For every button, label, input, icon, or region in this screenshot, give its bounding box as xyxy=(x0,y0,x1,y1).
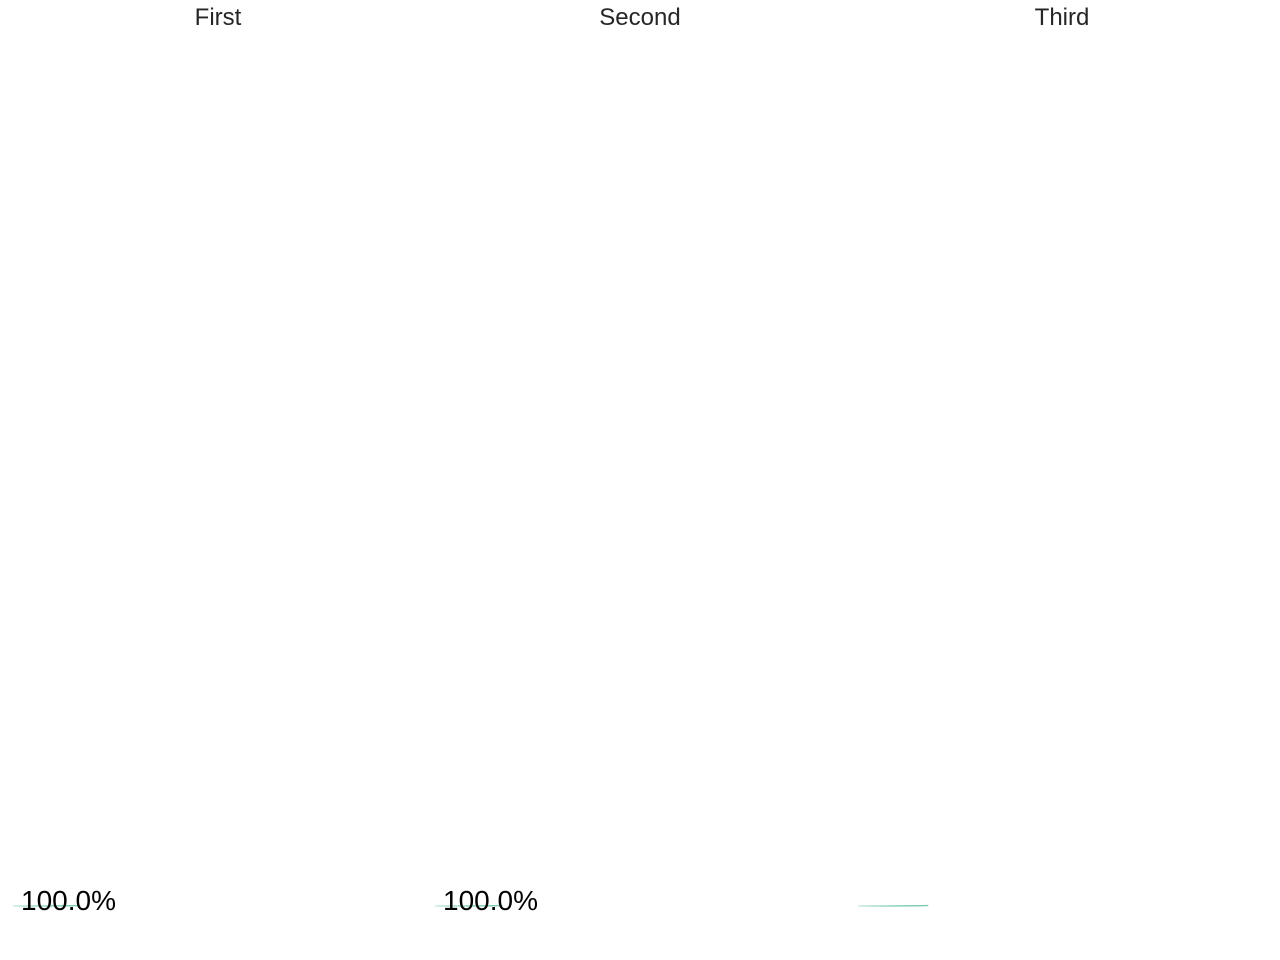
panel-third: Third xyxy=(857,4,1090,907)
panel-title-first: First xyxy=(195,4,242,31)
pie-first xyxy=(12,904,81,907)
pie-third xyxy=(857,904,929,907)
panel-title-second: Second xyxy=(599,4,680,31)
slice-label-first: 100.0% xyxy=(21,885,116,916)
pie-slice xyxy=(434,904,503,907)
pie-slice xyxy=(857,904,929,907)
panel-second: Second 100.0% xyxy=(434,4,681,916)
pie-second xyxy=(434,904,503,907)
slice-label-second: 100.0% xyxy=(443,885,538,916)
panel-title-third: Third xyxy=(1035,4,1090,31)
pie-slice xyxy=(12,904,81,907)
panel-first: First 100.0% xyxy=(12,4,242,916)
